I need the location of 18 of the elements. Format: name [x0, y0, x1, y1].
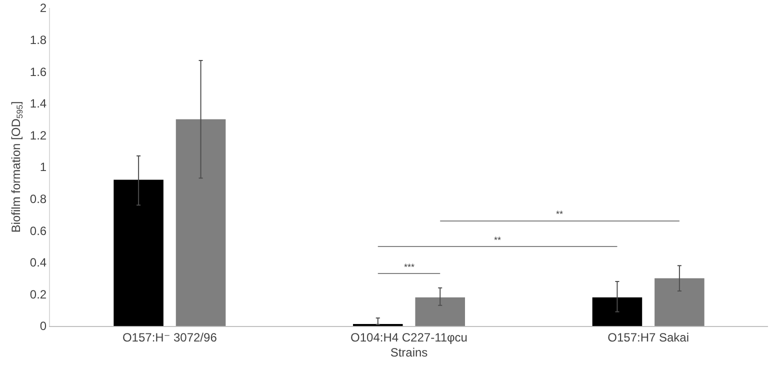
x-axis-title: Strains [390, 345, 428, 360]
y-tick-label: 0.6 [30, 224, 47, 238]
y-tick-label: 0.4 [30, 256, 47, 270]
y-tick-label: 2 [40, 1, 47, 16]
y-tick-label: 0 [40, 319, 47, 334]
y-tick-label: 0.8 [30, 192, 47, 206]
y-tick-label: 1.2 [30, 128, 47, 142]
y-tick-label: 0.2 [30, 287, 47, 302]
annotation: ** [494, 235, 502, 245]
y-tick-label: 1.4 [30, 96, 47, 111]
x-tick-label: O157:H7 Sakai [608, 330, 690, 344]
x-tick-label: O104:H4 C227-11φcu [350, 330, 468, 344]
annotation: *** [404, 262, 416, 272]
y-tick-label: 1.6 [30, 64, 47, 79]
y-tick-label: 1 [40, 160, 47, 174]
y-tick-label: 1.8 [30, 33, 47, 47]
x-tick-label: O157:H⁻ 3072/96 [122, 330, 218, 344]
annotation: ** [556, 209, 564, 219]
